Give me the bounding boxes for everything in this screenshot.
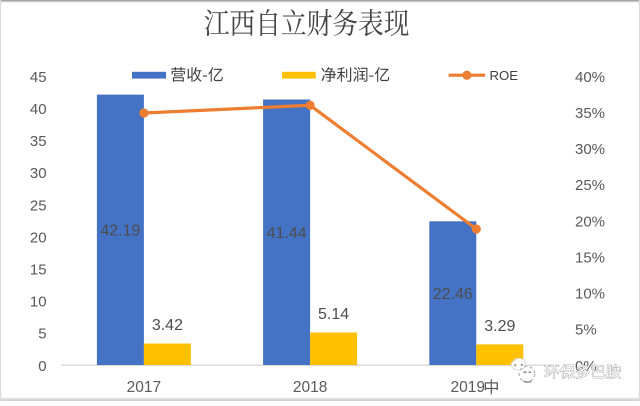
svg-text:35%: 35% — [575, 105, 605, 122]
svg-text:10: 10 — [30, 294, 47, 311]
svg-text:35: 35 — [30, 133, 47, 150]
svg-text:41.44: 41.44 — [267, 225, 307, 242]
svg-text:30%: 30% — [575, 141, 605, 158]
svg-text:5.14: 5.14 — [318, 306, 349, 323]
svg-text:25: 25 — [30, 197, 47, 214]
svg-text:10%: 10% — [575, 286, 605, 303]
svg-text:42.19: 42.19 — [100, 223, 140, 240]
svg-text:20: 20 — [30, 229, 47, 246]
svg-text:0: 0 — [38, 358, 46, 375]
svg-text:2018: 2018 — [293, 379, 327, 396]
svg-text:15%: 15% — [575, 250, 605, 267]
svg-text:ROE: ROE — [490, 68, 519, 83]
svg-text:45: 45 — [30, 69, 47, 86]
svg-text:22.46: 22.46 — [433, 286, 473, 303]
svg-text:5%: 5% — [575, 322, 597, 339]
svg-text:5: 5 — [38, 326, 46, 343]
svg-text:20%: 20% — [575, 213, 605, 230]
svg-text:3.42: 3.42 — [152, 317, 183, 334]
svg-text:30: 30 — [30, 165, 47, 182]
svg-text:15: 15 — [30, 262, 47, 279]
svg-text:3.29: 3.29 — [484, 318, 515, 335]
svg-text:25%: 25% — [575, 177, 605, 194]
svg-text:2019: 2019 — [451, 379, 485, 396]
svg-text:2017: 2017 — [127, 379, 161, 396]
svg-text:40: 40 — [30, 101, 47, 118]
svg-text:40%: 40% — [575, 69, 605, 86]
